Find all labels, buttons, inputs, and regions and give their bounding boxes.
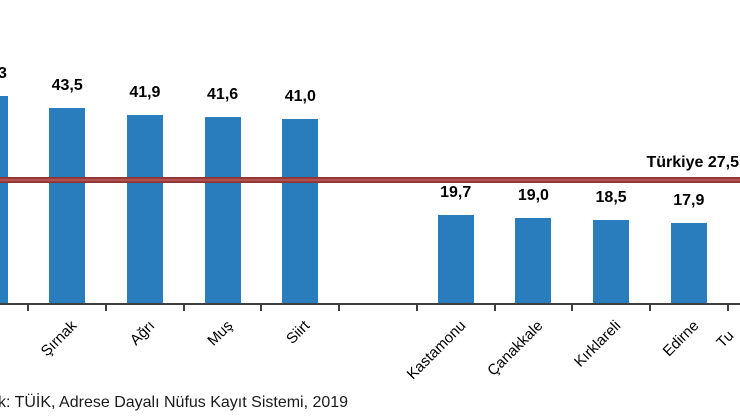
reference-line — [0, 177, 740, 183]
bar-value-label: 19,7 — [440, 184, 472, 202]
bar — [0, 95, 8, 303]
x-axis-tick — [105, 303, 108, 311]
bar-value-label: 41,0 — [284, 88, 316, 106]
reference-line-label: Türkiye 27,5 — [646, 154, 740, 171]
x-axis-tick — [571, 303, 574, 311]
bar — [282, 119, 319, 303]
x-axis-tick — [648, 303, 651, 311]
bar-value-label: 3 — [0, 64, 7, 82]
x-axis-line — [0, 303, 740, 305]
bar — [204, 116, 241, 303]
source-note: k: TÜİK, Adrese Dayalı Nüfus Kayıt Siste… — [0, 394, 349, 411]
x-axis-tick — [726, 303, 729, 311]
bar — [515, 218, 552, 303]
x-axis-tick — [260, 303, 263, 311]
x-axis-tick — [338, 303, 341, 311]
bar-value-label: 41,9 — [129, 84, 161, 102]
x-axis-tick — [27, 303, 30, 311]
bar-value-label: 43,5 — [51, 77, 83, 95]
bar — [593, 220, 630, 303]
bar — [670, 223, 707, 303]
bar — [437, 215, 474, 303]
x-axis-tick — [415, 303, 418, 311]
bar-value-label: 18,5 — [595, 189, 627, 207]
bar-value-label: 19,0 — [517, 187, 549, 205]
bar-value-label: 17,9 — [673, 192, 705, 210]
x-axis-tick — [493, 303, 496, 311]
bar — [126, 115, 163, 303]
bar-value-label: 41,6 — [207, 85, 239, 103]
x-axis-tick — [182, 303, 185, 311]
bar — [49, 108, 86, 303]
